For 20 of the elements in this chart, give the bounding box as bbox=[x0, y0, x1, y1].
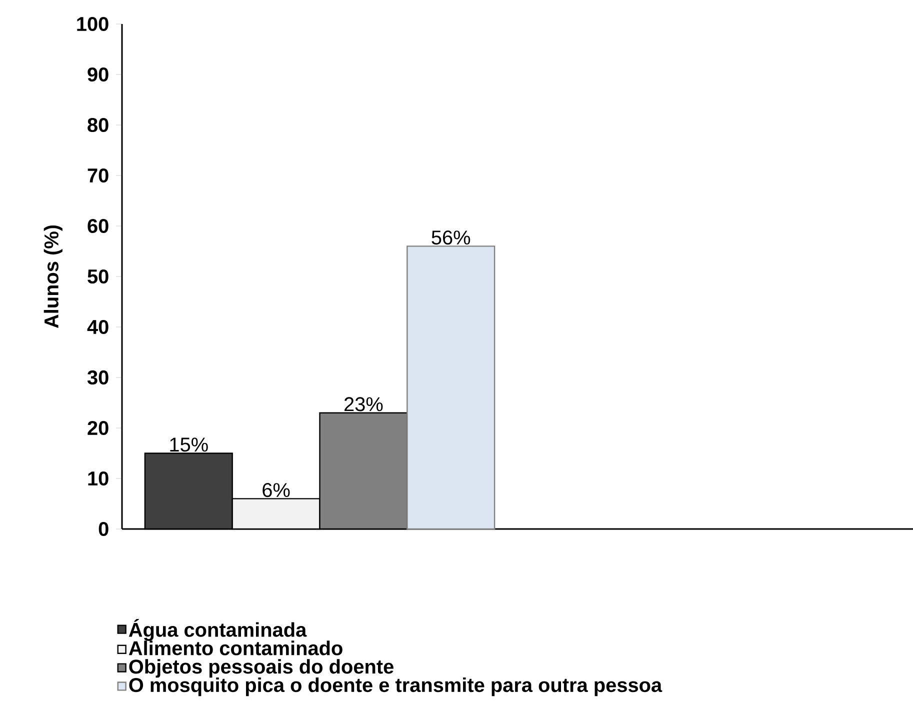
legend-label: O mosquito pica o doente e transmite para outra pessoa bbox=[129, 677, 662, 696]
legend-label: Objetos pessoais do doente bbox=[129, 659, 394, 678]
y-tick-label: 100 bbox=[77, 16, 108, 32]
y-tick-label: 50 bbox=[88, 269, 108, 284]
y-tick-label: 10 bbox=[88, 471, 108, 486]
y-tick-label: 30 bbox=[87, 370, 108, 385]
y-tick-label: 40 bbox=[87, 320, 108, 334]
data-label: 15% bbox=[170, 438, 208, 452]
legend-label: Água contaminada bbox=[128, 619, 307, 641]
data-label: 6% bbox=[262, 483, 290, 498]
legend-label: Alimento contaminado bbox=[128, 640, 342, 656]
y-tick-label: 60 bbox=[88, 218, 108, 234]
y-tick-label: 80 bbox=[88, 118, 108, 132]
data-label: 56% bbox=[432, 230, 470, 245]
y-tick-label: 70 bbox=[88, 168, 108, 183]
y-tick-label: 20 bbox=[88, 420, 108, 436]
y-tick-label: 90 bbox=[88, 67, 108, 82]
y-tick-label: 0 bbox=[98, 522, 108, 536]
y-axis-title: Alunos (%) bbox=[44, 225, 62, 328]
data-label: 23% bbox=[344, 397, 383, 412]
